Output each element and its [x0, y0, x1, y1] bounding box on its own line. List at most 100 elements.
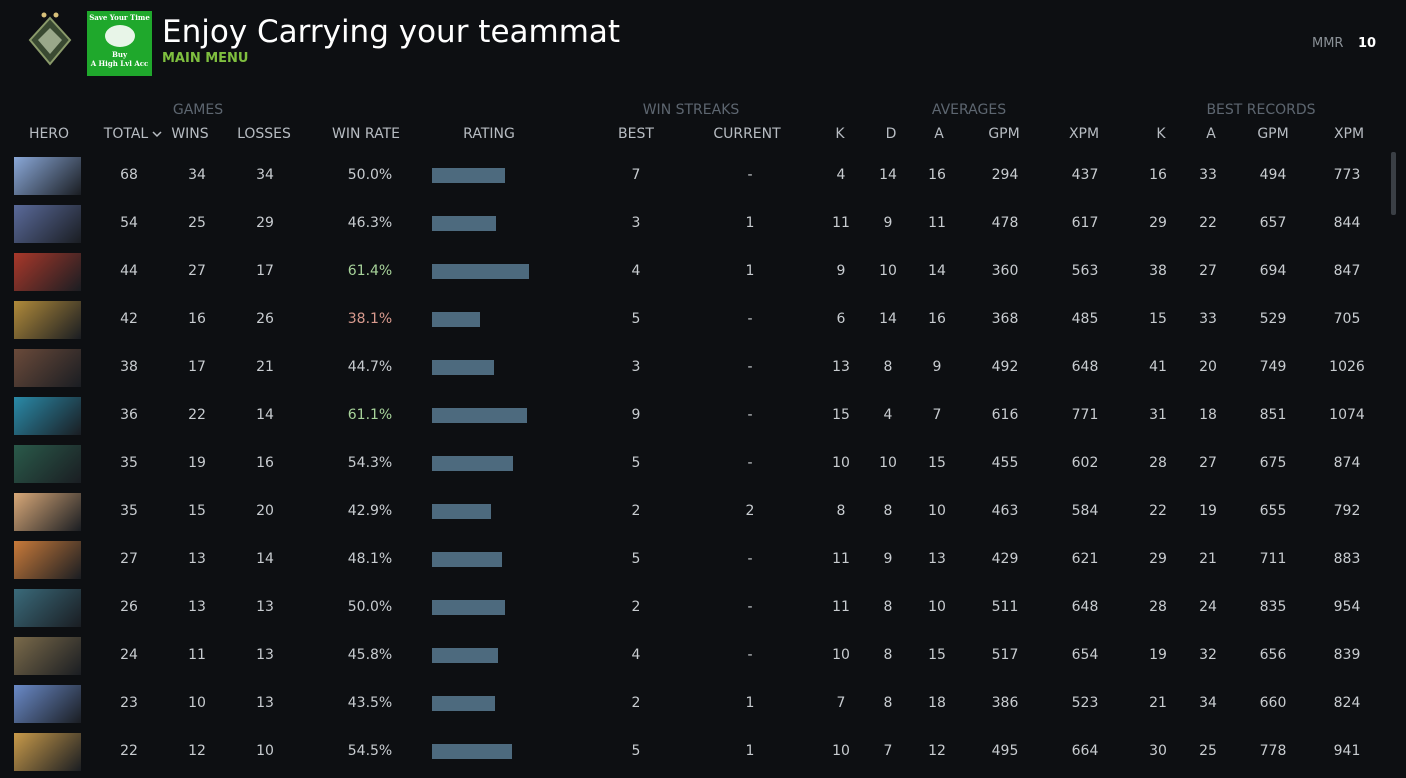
hero-portrait[interactable] [14, 733, 81, 771]
rating-bar [432, 168, 505, 183]
xpm-cell: 621 [1071, 551, 1099, 567]
hero-portrait[interactable] [14, 541, 81, 579]
gpm-cell: 429 [991, 551, 1019, 567]
xpm-cell: 602 [1071, 455, 1099, 471]
ad-badge[interactable]: Save Your Time Buy A High Lvl Acc [87, 11, 152, 76]
best-xpm-cell: 792 [1333, 503, 1361, 519]
current-cell: 2 [745, 503, 755, 519]
losses-cell: 14 [256, 551, 274, 567]
d-cell: 4 [883, 407, 893, 423]
column-header[interactable]: K [1156, 126, 1166, 142]
hero-portrait[interactable] [14, 205, 81, 243]
total-cell: 38 [120, 359, 138, 375]
wins-cell: 34 [188, 167, 206, 183]
rating-bar [432, 456, 513, 471]
best-a-cell: 27 [1199, 455, 1217, 471]
best-a-cell: 18 [1199, 407, 1217, 423]
hero-portrait[interactable] [14, 493, 81, 531]
a-cell: 13 [928, 551, 946, 567]
wins-cell: 15 [188, 503, 206, 519]
hero-portrait[interactable] [14, 637, 81, 675]
k-cell: 9 [836, 263, 846, 279]
best-gpm-cell: 749 [1259, 359, 1287, 375]
best-k-cell: 30 [1149, 743, 1167, 759]
column-header[interactable]: A [934, 126, 944, 142]
a-cell: 10 [928, 599, 946, 615]
losses-cell: 13 [256, 695, 274, 711]
d-cell: 10 [879, 263, 897, 279]
wins-cell: 16 [188, 311, 206, 327]
column-header[interactable]: CURRENT [713, 126, 781, 142]
k-cell: 10 [832, 647, 850, 663]
column-header[interactable]: RATING [463, 126, 515, 142]
column-header[interactable]: HERO [28, 126, 70, 142]
wins-cell: 17 [188, 359, 206, 375]
main-menu-link[interactable]: MAIN MENU [162, 51, 249, 66]
win-rate-cell: 46.3% [347, 215, 393, 231]
hero-portrait[interactable] [14, 397, 81, 435]
column-header[interactable]: TOTAL [103, 126, 149, 142]
xpm-cell: 523 [1071, 695, 1099, 711]
mmr-value: 10 [1358, 36, 1377, 51]
best-gpm-cell: 675 [1259, 455, 1287, 471]
losses-cell: 16 [256, 455, 274, 471]
scrollbar[interactable] [1391, 152, 1396, 215]
column-header[interactable]: WINS [171, 126, 209, 142]
k-cell: 11 [832, 215, 850, 231]
total-cell: 44 [120, 263, 138, 279]
hero-portrait[interactable] [14, 589, 81, 627]
hero-portrait[interactable] [14, 157, 81, 195]
best-k-cell: 15 [1149, 311, 1167, 327]
gpm-cell: 368 [991, 311, 1019, 327]
best-a-cell: 25 [1199, 743, 1217, 759]
wins-cell: 10 [188, 695, 206, 711]
d-cell: 8 [883, 647, 893, 663]
hero-portrait[interactable] [14, 685, 81, 723]
total-cell: 35 [120, 503, 138, 519]
best-cell: 3 [631, 359, 641, 375]
hero-portrait[interactable] [14, 445, 81, 483]
best-cell: 5 [631, 743, 641, 759]
best-cell: 2 [631, 503, 641, 519]
win-rate-cell: 48.1% [347, 551, 393, 567]
total-cell: 35 [120, 455, 138, 471]
rating-bar [432, 504, 491, 519]
column-header[interactable]: XPM [1068, 126, 1100, 142]
best-xpm-cell: 874 [1333, 455, 1361, 471]
best-k-cell: 31 [1149, 407, 1167, 423]
column-header[interactable]: BEST [618, 126, 654, 142]
current-cell: - [747, 311, 753, 327]
total-cell: 42 [120, 311, 138, 327]
best-cell: 9 [631, 407, 641, 423]
current-cell: - [747, 167, 753, 183]
k-cell: 15 [832, 407, 850, 423]
column-header[interactable]: A [1206, 126, 1216, 142]
losses-cell: 10 [256, 743, 274, 759]
gpm-cell: 517 [991, 647, 1019, 663]
column-header[interactable]: LOSSES [237, 126, 291, 142]
column-header[interactable]: K [835, 126, 845, 142]
losses-cell: 26 [256, 311, 274, 327]
best-cell: 4 [631, 263, 641, 279]
best-gpm-cell: 851 [1259, 407, 1287, 423]
k-cell: 8 [836, 503, 846, 519]
rank-medal [28, 12, 72, 66]
hero-portrait[interactable] [14, 253, 81, 291]
hero-portrait[interactable] [14, 301, 81, 339]
xpm-cell: 584 [1071, 503, 1099, 519]
rating-bar [432, 648, 498, 663]
column-header[interactable]: D [885, 126, 897, 142]
hero-portrait[interactable] [14, 349, 81, 387]
column-header[interactable]: XPM [1333, 126, 1365, 142]
column-header[interactable]: GPM [1257, 126, 1289, 142]
group-header: GAMES [172, 102, 224, 118]
column-header[interactable]: WIN RATE [332, 126, 400, 142]
rating-bar [432, 264, 529, 279]
column-header[interactable]: GPM [988, 126, 1020, 142]
best-a-cell: 20 [1199, 359, 1217, 375]
gpm-cell: 463 [991, 503, 1019, 519]
best-gpm-cell: 694 [1259, 263, 1287, 279]
best-cell: 7 [631, 167, 641, 183]
wins-cell: 22 [188, 407, 206, 423]
